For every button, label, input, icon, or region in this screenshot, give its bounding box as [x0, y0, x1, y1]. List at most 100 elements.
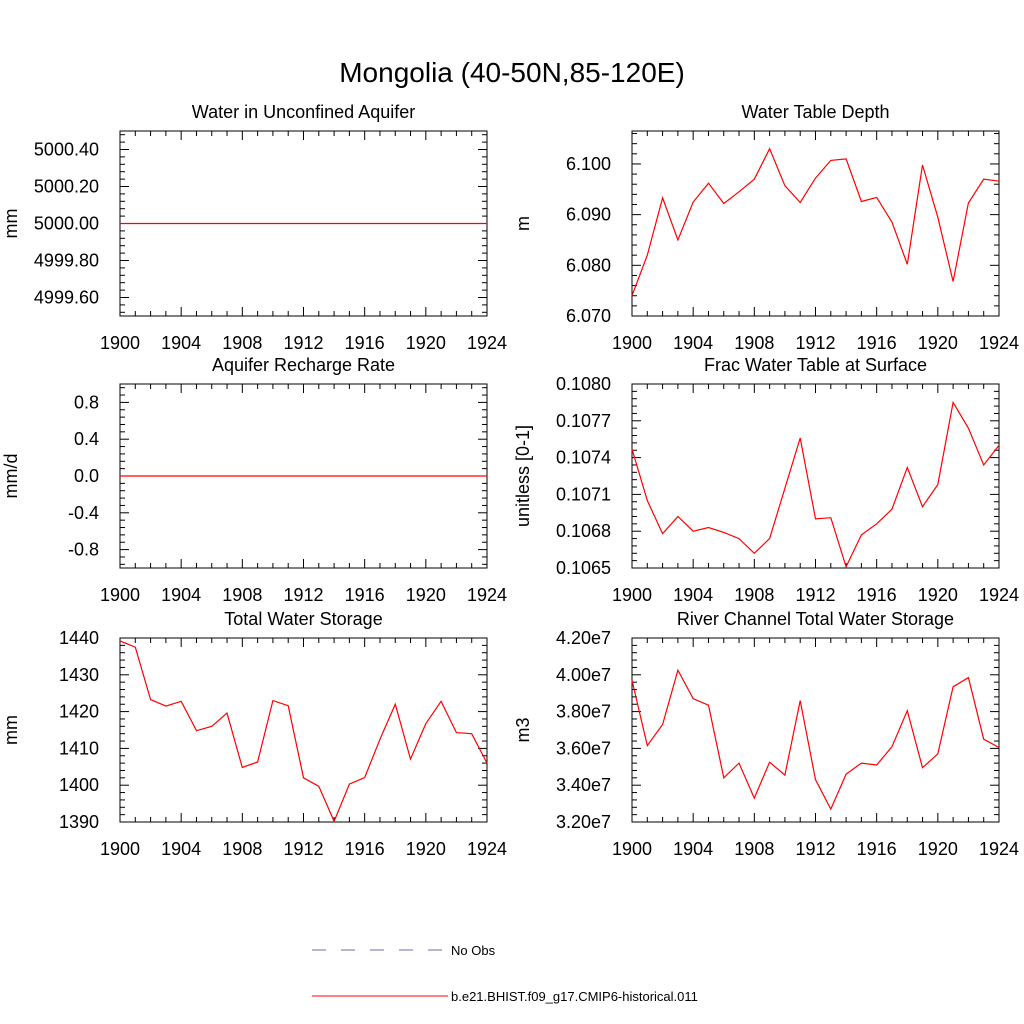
x-tick-label: 1904 — [673, 839, 713, 859]
y-tick-label: 1430 — [59, 665, 99, 685]
x-tick-label: 1912 — [795, 839, 835, 859]
x-tick-label: 1900 — [612, 333, 652, 353]
x-tick-label: 1900 — [612, 839, 652, 859]
y-tick-label: 4.20e7 — [556, 628, 611, 648]
legend-obs-label: No Obs — [451, 943, 496, 958]
x-tick-label: 1908 — [734, 839, 774, 859]
x-tick-label: 1904 — [673, 333, 713, 353]
y-axis-label: unitless [0-1] — [513, 425, 533, 527]
plot-frame — [631, 637, 1000, 823]
x-tick-label: 1900 — [100, 333, 140, 353]
chart-panel-3: Aquifer Recharge Rate mm/d 1900 1904 1908 191… — [1, 355, 507, 605]
x-tick-label: 1900 — [100, 839, 140, 859]
y-axis-label: m3 — [513, 717, 533, 742]
y-tick-label: 1400 — [59, 775, 99, 795]
x-tick-label: 1916 — [345, 333, 385, 353]
x-tick-label: 1904 — [161, 333, 201, 353]
x-tick-label: 1912 — [795, 585, 835, 605]
x-tick-label: 1924 — [979, 333, 1019, 353]
y-tick-label: 4.00e7 — [556, 665, 611, 685]
x-tick-label: 1920 — [406, 839, 446, 859]
x-tick-label: 1924 — [467, 839, 507, 859]
x-tick-label: 1916 — [345, 585, 385, 605]
legend-model-label: b.e21.BHIST.f09_g17.CMIP6-historical.011 — [451, 989, 698, 1004]
y-tick-label: 0.1077 — [556, 411, 611, 431]
panels: Water in Unconfined Aquifer mm 1900 1904 190… — [1, 102, 1019, 859]
x-tick-label: 1916 — [857, 585, 897, 605]
y-tick-label: 1390 — [59, 812, 99, 832]
y-axis-label: mm — [1, 715, 21, 745]
x-tick-label: 1912 — [283, 333, 323, 353]
y-tick-label: 4999.80 — [34, 251, 99, 271]
series-line — [631, 400, 1000, 569]
x-tick-label: 1912 — [283, 839, 323, 859]
y-tick-label: 6.080 — [566, 255, 611, 275]
series-line — [631, 147, 1000, 296]
y-tick-label: 3.60e7 — [556, 738, 611, 758]
y-axis-label: mm/d — [1, 454, 21, 499]
x-tick-label: 1908 — [222, 585, 262, 605]
y-tick-label: 0.8 — [74, 392, 99, 412]
x-tick-label: 1908 — [222, 839, 262, 859]
panel-title: Water in Unconfined Aquifer — [192, 102, 415, 122]
y-tick-label: 1420 — [59, 702, 99, 722]
y-tick-label: 3.20e7 — [556, 812, 611, 832]
y-tick-label: 5000.20 — [34, 177, 99, 197]
y-axis-label: m — [513, 216, 533, 231]
x-tick-label: 1916 — [857, 839, 897, 859]
y-tick-label: 0.1074 — [556, 448, 611, 468]
x-tick-label: 1912 — [795, 333, 835, 353]
chart-panel-4: Frac Water Table at Surface unitless [0-1… — [513, 355, 1019, 605]
y-tick-label: 0.1080 — [556, 374, 611, 394]
figure-title: Mongolia (40-50N,85-120E) — [339, 57, 685, 88]
x-tick-label: 1920 — [406, 585, 446, 605]
x-tick-label: 1916 — [345, 839, 385, 859]
y-tick-label: 1410 — [59, 738, 99, 758]
panel-title: Water Table Depth — [741, 102, 889, 122]
legend: No Obs b.e21.BHIST.f09_g17.CMIP6-histori… — [312, 943, 698, 1004]
x-tick-label: 1924 — [979, 585, 1019, 605]
y-tick-label: 3.80e7 — [556, 702, 611, 722]
y-tick-label: -0.4 — [68, 503, 99, 523]
x-tick-label: 1920 — [918, 333, 958, 353]
y-tick-label: 1440 — [59, 628, 99, 648]
y-tick-label: 6.070 — [566, 306, 611, 326]
x-tick-label: 1924 — [467, 585, 507, 605]
y-tick-label: 0.1071 — [556, 484, 611, 504]
x-tick-label: 1900 — [100, 585, 140, 605]
x-tick-label: 1908 — [734, 585, 774, 605]
x-tick-label: 1908 — [734, 333, 774, 353]
series-line — [119, 640, 488, 823]
y-tick-label: 0.1068 — [556, 521, 611, 541]
y-tick-label: -0.8 — [68, 540, 99, 560]
chart-panel-5: Total Water Storage mm 1900 1904 1908 1912 191… — [1, 609, 507, 859]
plot-frame — [631, 130, 1000, 317]
x-tick-label: 1920 — [918, 839, 958, 859]
y-tick-label: 0.4 — [74, 429, 99, 449]
panel-title: Total Water Storage — [224, 609, 382, 629]
x-tick-label: 1924 — [979, 839, 1019, 859]
y-tick-label: 0.1065 — [556, 558, 611, 578]
y-tick-label: 3.40e7 — [556, 775, 611, 795]
x-tick-label: 1904 — [673, 585, 713, 605]
plot-frame — [631, 383, 1000, 569]
series-line — [631, 668, 1000, 811]
panel-title: River Channel Total Water Storage — [677, 609, 954, 629]
y-axis-label: mm — [1, 209, 21, 239]
y-tick-label: 6.090 — [566, 205, 611, 225]
x-tick-label: 1920 — [406, 333, 446, 353]
x-tick-label: 1912 — [283, 585, 323, 605]
x-tick-label: 1924 — [467, 333, 507, 353]
chart-panel-2: Water Table Depth m 1900 1904 1908 1912 1916 19… — [513, 102, 1019, 353]
chart-panel-1: Water in Unconfined Aquifer mm 1900 1904 190… — [1, 102, 507, 353]
y-tick-label: 0.0 — [74, 466, 99, 486]
y-tick-label: 6.100 — [566, 154, 611, 174]
y-tick-label: 4999.60 — [34, 288, 99, 308]
x-tick-label: 1908 — [222, 333, 262, 353]
x-tick-label: 1900 — [612, 585, 652, 605]
plot-frame — [119, 637, 488, 823]
x-tick-label: 1904 — [161, 585, 201, 605]
x-tick-label: 1920 — [918, 585, 958, 605]
y-tick-label: 5000.40 — [34, 140, 99, 160]
